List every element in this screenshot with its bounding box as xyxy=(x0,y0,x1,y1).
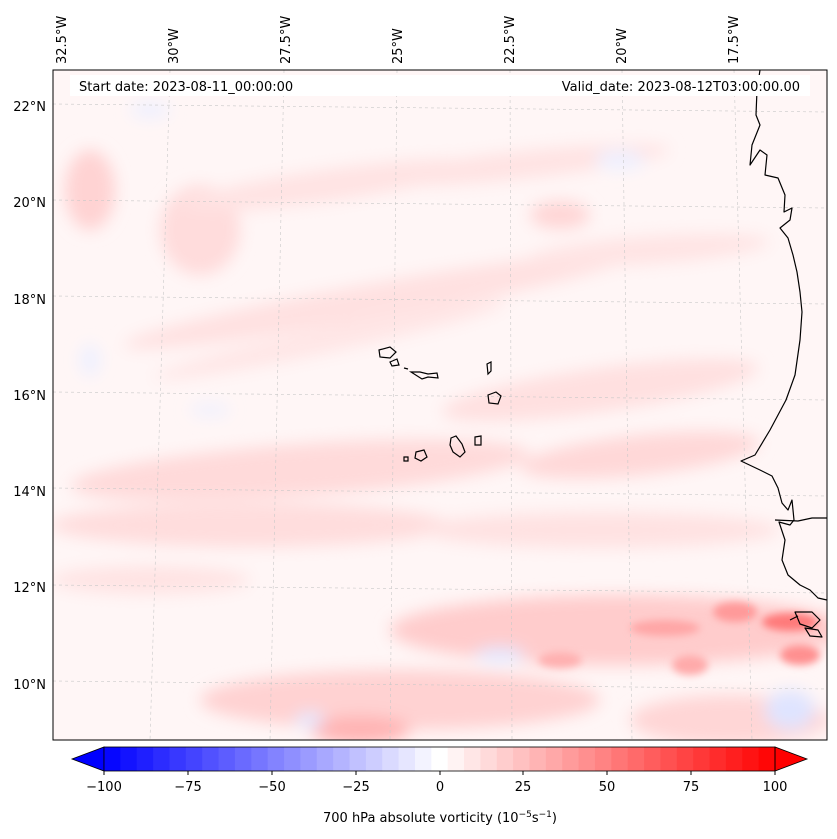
west-africa-coastline xyxy=(740,70,827,601)
colorbar-segment xyxy=(251,747,269,771)
lon-label: 17.5°W xyxy=(727,16,742,64)
colorbar-segment xyxy=(464,747,482,771)
colorbar-min-extend-arrow xyxy=(70,746,105,772)
colorbar-segment xyxy=(300,747,318,771)
colorbar-ticks: −100 −75 −50 −25 0 25 50 75 100 xyxy=(86,771,787,795)
colorbar-segment xyxy=(349,747,367,771)
colorbar-tick-label: 75 xyxy=(683,780,700,795)
santiago-island xyxy=(449,435,466,458)
gridlines xyxy=(53,70,827,740)
coastlines xyxy=(740,70,827,638)
colorbar-segment xyxy=(545,747,563,771)
colorbar-segment xyxy=(382,747,400,771)
colorbar-segment xyxy=(414,747,432,771)
vorticity-field xyxy=(53,102,827,740)
lon-label: 25°W xyxy=(391,28,406,64)
start-date-text: Start date: 2023-08-11_00:00:00 xyxy=(79,80,293,95)
colorbar-segment xyxy=(316,747,334,771)
santo-antao-island xyxy=(378,346,397,359)
colorbar-segments xyxy=(104,747,776,771)
colorbar-segment xyxy=(218,747,236,771)
sao-vicente-island xyxy=(389,358,400,367)
latitude-labels: 22°N 20°N 18°N 16°N 14°N 12°N 10°N xyxy=(13,100,46,693)
colorbar-tick-label: −75 xyxy=(174,780,201,795)
cape-verde-islands xyxy=(378,346,502,462)
longitude-labels: 32.5°W 30°W 27.5°W 25°W 22.5°W 20°W 17.5… xyxy=(55,16,742,64)
colorbar-label: 700 hPa absolute vorticity (10−5s−1) xyxy=(323,810,557,826)
colorbar-segment xyxy=(660,747,678,771)
colorbar-tick-label: −100 xyxy=(86,780,122,795)
colorbar-segment xyxy=(709,747,727,771)
colorbar-segment xyxy=(447,747,465,771)
colorbar-segment xyxy=(513,747,531,771)
colorbar-tick-label: 50 xyxy=(599,780,616,795)
colorbar: −100 −75 −50 −25 0 25 50 75 100 700 hPa … xyxy=(70,746,809,826)
colorbar-segment xyxy=(104,747,121,771)
colorbar-segment xyxy=(120,747,138,771)
lat-label: 22°N xyxy=(13,100,46,115)
lat-label: 16°N xyxy=(13,389,46,404)
lat-label: 10°N xyxy=(13,678,46,693)
colorbar-tick-label: −25 xyxy=(342,780,369,795)
lon-label: 30°W xyxy=(167,28,182,64)
colorbar-segment xyxy=(742,747,760,771)
colorbar-segment xyxy=(578,747,596,771)
colorbar-segment xyxy=(284,747,301,771)
colorbar-segment xyxy=(676,747,694,771)
lon-label: 32.5°W xyxy=(55,16,70,64)
fogo-island xyxy=(414,449,428,462)
colorbar-segment xyxy=(267,747,285,771)
lon-label: 22.5°W xyxy=(503,16,518,64)
colorbar-segment xyxy=(693,747,711,771)
title-box xyxy=(70,75,810,96)
colorbar-segment xyxy=(594,747,612,771)
valid-date-text: Valid_date: 2023-08-12T03:00:00.00 xyxy=(562,80,800,95)
vorticity-maxima xyxy=(538,602,820,675)
colorbar-segment xyxy=(611,747,629,771)
colorbar-segment xyxy=(758,747,776,771)
colorbar-segment xyxy=(153,747,171,771)
colorbar-segment xyxy=(562,747,580,771)
colorbar-segment xyxy=(431,747,449,771)
colorbar-segment xyxy=(496,747,514,771)
sal-island xyxy=(486,361,492,376)
colorbar-tick-label: 0 xyxy=(436,780,444,795)
colorbar-segment xyxy=(480,747,498,771)
colorbar-tick-label: −50 xyxy=(258,780,285,795)
guinea-bissau-islands xyxy=(789,611,823,638)
maio-island xyxy=(474,435,482,446)
colorbar-segment xyxy=(644,747,662,771)
colorbar-segment xyxy=(725,747,743,771)
lat-label: 18°N xyxy=(13,293,46,308)
lat-label: 20°N xyxy=(13,196,46,211)
colorbar-segment xyxy=(185,747,203,771)
colorbar-max-extend-arrow xyxy=(774,746,809,772)
colorbar-segment xyxy=(234,747,252,771)
lat-label: 12°N xyxy=(13,581,46,596)
colorbar-segment xyxy=(365,747,383,771)
sao-nicolau-island xyxy=(408,371,439,380)
colorbar-tick-label: 25 xyxy=(515,780,532,795)
colorbar-segment xyxy=(169,747,187,771)
colorbar-tick-label: 100 xyxy=(763,780,788,795)
colorbar-segment xyxy=(398,747,416,771)
map-panel: Start date: 2023-08-11_00:00:00 Valid_da… xyxy=(53,70,827,740)
gambia-estuary-coast xyxy=(774,517,827,522)
colorbar-segment xyxy=(627,747,645,771)
colorbar-segment xyxy=(333,747,351,771)
colorbar-segment xyxy=(136,747,154,771)
lon-label: 27.5°W xyxy=(279,16,294,64)
colorbar-segment xyxy=(529,747,547,771)
lon-label: 20°W xyxy=(615,28,630,64)
colorbar-segment xyxy=(202,747,220,771)
boa-vista-island xyxy=(487,391,502,405)
santa-luzia-island xyxy=(403,367,409,370)
brava-island xyxy=(403,456,409,462)
lat-label: 14°N xyxy=(13,485,46,500)
map-frame xyxy=(52,69,828,741)
